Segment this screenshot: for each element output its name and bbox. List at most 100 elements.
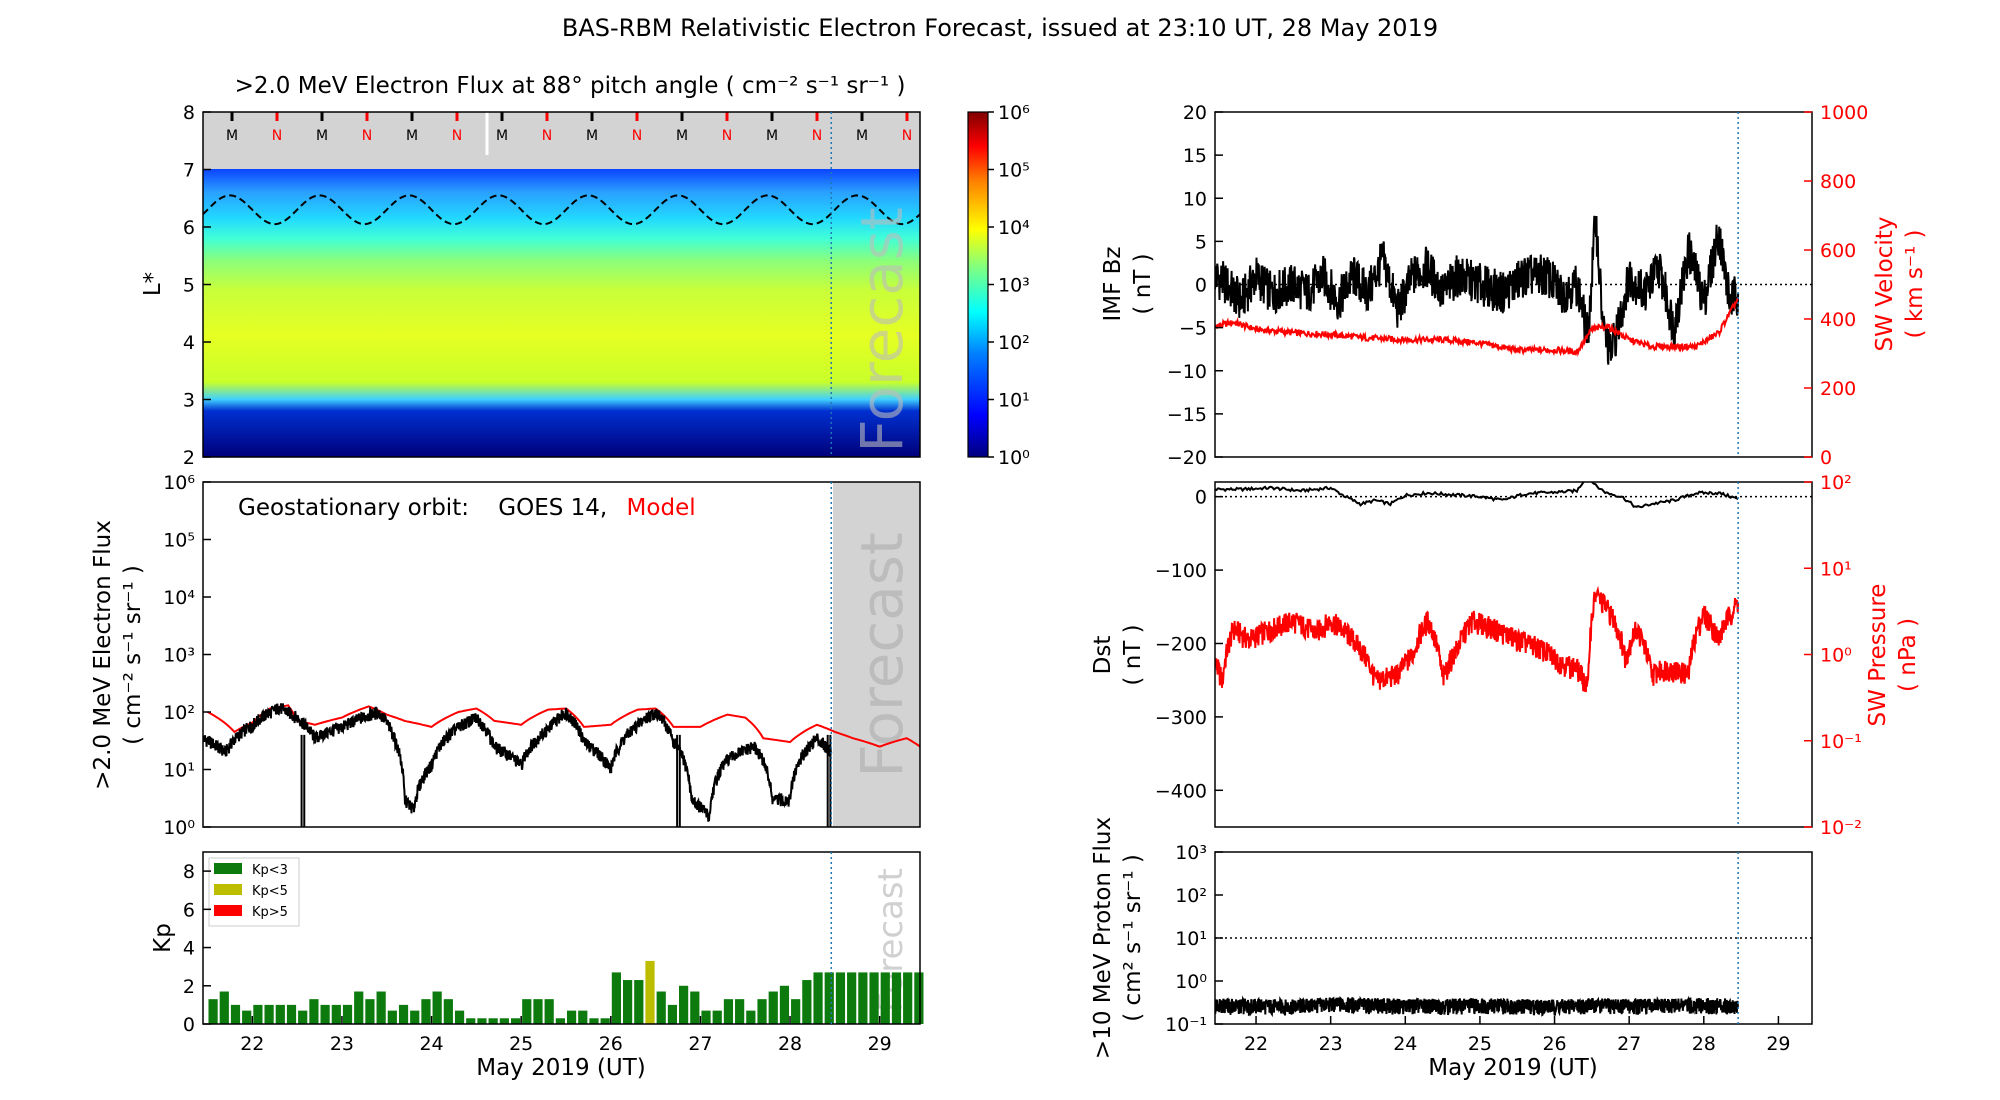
sw-pressure-units: ( nPa ) [1895,618,1921,692]
kp-ytick-label: 6 [183,899,195,921]
kp-bar [578,1010,588,1024]
proton-series [1215,937,1812,1018]
kp-bar [679,985,689,1024]
sw-velocity-units: ( km s⁻¹ ) [1902,230,1928,339]
sw-pressure-tick-label: 10¹ [1820,558,1852,580]
kp-xtick-label: 23 [330,1033,354,1055]
geo-series [203,702,920,827]
dst-ytick-label: 0 [1195,487,1207,509]
kp-bar [768,991,778,1024]
kp-bar [880,972,890,1024]
geo-yticks: 10⁰ 10¹ 10² 10³ 10⁴ 10⁵ 10⁶ [163,472,211,839]
kp-bar [690,991,700,1024]
mn-label: M [676,128,688,144]
kp-bar [275,1004,285,1024]
kp-bar [914,972,924,1024]
lstar-ytick-label: 3 [183,390,195,412]
geo-model-line [207,704,920,748]
kp-bar [791,999,801,1024]
kp-bar [847,972,857,1024]
imf-ytick-label: −10 [1167,361,1207,383]
mn-label: M [316,128,328,144]
kp-bar [230,1004,241,1024]
mn-label: N [632,128,642,144]
sw-velocity-tick-label: 200 [1820,378,1856,400]
geo-plot-area [203,482,920,827]
proton-ytick-label: 10⁰ [1175,971,1207,993]
mn-label: M [406,128,418,144]
kp-bar [432,991,442,1024]
kp-bar [264,1004,274,1024]
kp-bar [398,1004,409,1024]
kp-bar [622,980,633,1024]
imf-ytick-label: −20 [1167,447,1207,469]
imf-yticks: −20 −15 −10 −5 0 5 10 15 20 [1167,102,1223,469]
kp-xtick-label: 27 [688,1033,712,1055]
kp-bar [723,999,734,1024]
mn-label: N [722,128,732,144]
kp-bar [510,1018,521,1024]
kp-xtick-label: 22 [240,1033,264,1055]
mn-label: M [496,128,508,144]
dst-yunits: ( nT ) [1120,624,1146,685]
kp-bar [600,1018,610,1024]
sw-pressure-tick-label: 10⁻¹ [1820,731,1862,753]
kp-bar [757,999,767,1024]
geo-ytick-label: 10⁴ [163,587,195,609]
colorbar-tick-label: 10³ [998,275,1030,297]
kp-legend-label: Kp<3 [252,863,288,878]
kp-bar [499,1018,509,1024]
kp-bar [421,999,431,1024]
kp-bar [410,1010,420,1024]
imf-panel: −20 −15 −10 −5 0 5 10 15 20 0 200 400 600 800 1000 IM… [1100,102,1928,469]
proton-yticks: 10⁻¹ 10⁰ 10¹ 10² 10³ [1165,842,1223,1036]
kp-xtick-label: 25 [509,1033,533,1055]
proton-ylabel: >10 MeV Proton Flux [1090,817,1116,1059]
sw-pressure-tick-label: 10⁻² [1820,817,1862,839]
lstar-yticks: 2 3 4 5 6 7 8 [183,102,211,469]
mn-label: N [542,128,552,144]
colorbar-tick-label: 10⁶ [998,102,1030,124]
geo-ylabel: >2.0 MeV Electron Flux [90,520,116,790]
kp-bar [891,972,902,1024]
imf-ylabel: IMF Bz [1100,246,1126,321]
sw-velocity-tick-label: 0 [1820,447,1832,469]
kp-bar [533,999,543,1024]
dst-line [1215,482,1739,509]
lstar-panel: >2.0 MeV Electron Flux at 88° pitch angl… [140,73,1030,469]
geo-goes-line [203,702,833,822]
colorbar-tick-label: 10⁴ [998,217,1030,239]
kp-bar [298,1010,308,1024]
kp-bar [286,1004,297,1024]
sw-velocity-tick-label: 800 [1820,171,1856,193]
geo-ytick-label: 10³ [163,645,195,667]
right-xtick-label: 23 [1319,1033,1343,1055]
imf-ytick-label: −5 [1179,318,1207,340]
proton-panel: 10⁻¹ 10⁰ 10¹ 10² 10³ 22 23 24 25 26 27 28 29 >10 Me… [1090,817,1813,1081]
colorbar-tick-label: 10⁰ [998,447,1030,469]
dashed-boundary-line [203,194,920,226]
proton-ytick-label: 10¹ [1175,928,1207,950]
proton-ytick-label: 10² [1175,885,1207,907]
kp-bar [869,972,879,1024]
geo-forecast-label: Forecast [848,532,916,777]
mn-label: N [812,128,822,144]
mn-label: N [272,128,282,144]
kp-ytick-label: 8 [183,861,195,883]
kp-bar [779,985,790,1024]
imf-ytick-label: −15 [1167,404,1207,426]
lstar-ytick-label: 6 [183,217,195,239]
kp-bar [320,1004,330,1024]
kp-bar [466,1018,476,1024]
kp-axes-frame [202,851,921,1025]
kp-xtick-label: 24 [419,1033,443,1055]
kp-bar [611,972,621,1024]
colorbar-tick-label: 10¹ [998,390,1030,412]
kp-bar [634,980,644,1024]
kp-bar [746,1010,756,1024]
dst-yticks-right: 10⁻² 10⁻¹ 10⁰ 10¹ 10² [1804,472,1862,839]
imf-ytick-label: 0 [1195,275,1207,297]
